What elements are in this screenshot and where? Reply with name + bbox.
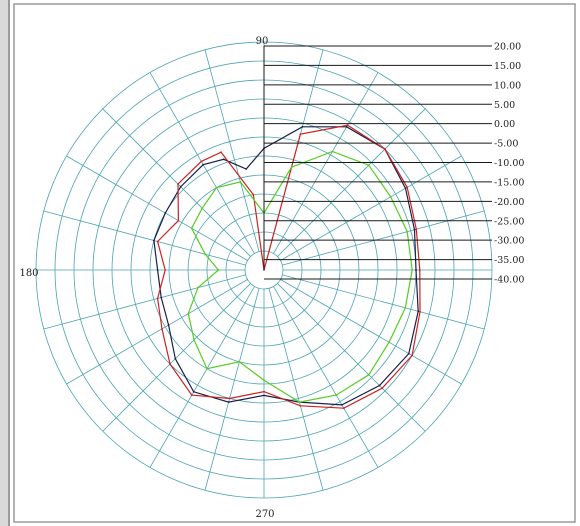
series-point-1 [193, 391, 195, 393]
series-point-1 [379, 385, 381, 387]
radial-tick-label: -25.00 [494, 216, 524, 227]
series-point-2 [411, 355, 413, 357]
series-point-3 [404, 307, 406, 309]
series-point-2 [419, 311, 421, 313]
series-point-2 [381, 387, 383, 389]
series-point-2 [177, 183, 179, 185]
series-point-2 [161, 328, 163, 330]
series-point-2 [347, 124, 349, 126]
series-point-2 [300, 133, 302, 135]
series-point-3 [388, 341, 390, 343]
series-point-2 [164, 269, 166, 271]
angle-label-270: 270 [255, 509, 274, 520]
series-point-1 [160, 297, 162, 299]
series-point-3 [206, 368, 208, 370]
radial-tick-label: -15.00 [494, 177, 524, 188]
series-point-1 [415, 269, 417, 271]
series-point-3 [291, 166, 293, 168]
series-point-1 [417, 310, 419, 312]
series-point-1 [202, 164, 204, 166]
series-point-3 [216, 187, 218, 189]
series-point-1 [164, 212, 166, 214]
series-point-3 [368, 164, 370, 166]
series-point-3 [218, 269, 220, 271]
series-point-1 [223, 158, 225, 160]
radial-tick-label: 20.00 [494, 42, 521, 53]
series-point-3 [390, 196, 392, 198]
radial-tick-label: 5.00 [494, 100, 515, 111]
series-point-1 [174, 358, 176, 360]
series-point-3 [240, 181, 242, 183]
series-point-2 [419, 269, 421, 271]
series-point-3 [332, 151, 334, 153]
radial-tick-label: -5.00 [494, 139, 518, 150]
series-point-2 [263, 391, 265, 393]
series-point-3 [335, 394, 337, 396]
series-point-2 [229, 398, 231, 400]
series-point-1 [168, 324, 170, 326]
series-point-1 [180, 186, 182, 188]
angle-label-90: 90 [256, 36, 269, 47]
series-point-3 [204, 253, 206, 255]
plot-border [14, 4, 575, 522]
series-point-1 [408, 353, 410, 355]
radial-tick-label: 15.00 [494, 61, 521, 72]
series-point-3 [406, 231, 408, 233]
radial-tick-label: -10.00 [494, 158, 524, 169]
radial-tick-label: -40.00 [494, 275, 524, 286]
series-point-1 [302, 126, 304, 128]
series-point-2 [191, 394, 193, 396]
radial-tick-label: 0.00 [494, 119, 515, 130]
series-point-2 [253, 194, 255, 196]
series-point-1 [245, 168, 247, 170]
series-point-2 [178, 220, 180, 222]
series-point-3 [299, 401, 301, 403]
series-point-2 [415, 228, 417, 230]
series-point-1 [346, 126, 348, 128]
series-point-3 [368, 374, 370, 376]
series-point-1 [405, 187, 407, 189]
series-point-1 [263, 395, 265, 397]
radial-tick-label: -30.00 [494, 236, 524, 247]
series-point-2 [220, 151, 222, 153]
series-point-1 [341, 404, 343, 406]
series-point-1 [157, 269, 159, 271]
series-point-3 [193, 339, 195, 341]
radial-tick-label: -20.00 [494, 197, 524, 208]
series-point-2 [384, 148, 386, 150]
series-point-3 [191, 227, 193, 229]
series-point-2 [300, 405, 302, 407]
radial-tick-label: 10.00 [494, 80, 521, 91]
radial-tick-label: -35.00 [494, 255, 524, 266]
series-point-2 [343, 407, 345, 409]
series-point-3 [263, 379, 265, 381]
series-point-1 [414, 229, 416, 231]
series-point-3 [197, 287, 199, 289]
series-point-2 [169, 363, 171, 365]
series-point-1 [228, 401, 230, 403]
angle-label-180: 180 [19, 268, 38, 279]
series-point-3 [187, 313, 189, 315]
series-point-3 [239, 361, 241, 363]
left-panel-edge [0, 0, 9, 526]
series-point-2 [157, 241, 159, 243]
series-point-1 [153, 240, 155, 242]
series-point-2 [406, 187, 408, 189]
series-point-2 [157, 298, 159, 300]
series-point-3 [201, 207, 203, 209]
series-point-2 [200, 161, 202, 163]
series-point-3 [411, 269, 413, 271]
